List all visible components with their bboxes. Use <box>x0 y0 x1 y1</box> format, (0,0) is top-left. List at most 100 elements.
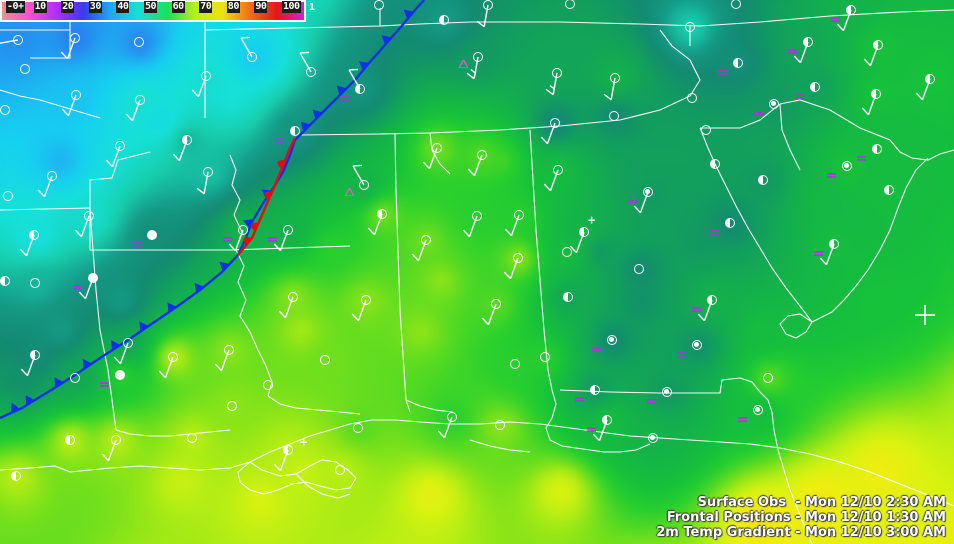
sky-cover-symbol <box>283 225 293 235</box>
sky-cover-symbol <box>753 405 763 415</box>
sky-cover-symbol <box>447 412 457 422</box>
wind-barb <box>101 439 117 462</box>
sky-cover-symbol <box>733 58 743 68</box>
sky-cover-symbol <box>562 247 572 257</box>
sky-cover-symbol <box>553 165 563 175</box>
fog-symbol <box>788 39 797 54</box>
sky-cover-symbol <box>123 338 133 348</box>
sky-cover-symbol <box>763 373 773 383</box>
warm-front-mississippi <box>237 137 297 256</box>
wind-barb <box>158 356 174 379</box>
sky-cover-symbol <box>872 144 882 154</box>
color-scale-ticks: -0+ 10 20 30 40 50 60 70 80 90 100 <box>0 0 306 22</box>
fog-symbol <box>340 86 349 101</box>
sky-cover-symbol <box>13 35 23 45</box>
sky-cover-symbol <box>472 211 482 221</box>
fog-symbol <box>738 407 747 422</box>
fog-symbol <box>795 84 804 99</box>
wind-barb <box>481 303 497 326</box>
fog-symbol <box>592 337 601 352</box>
fog-symbol <box>814 241 823 256</box>
wind-barb <box>37 175 53 198</box>
wind-barb <box>19 234 35 257</box>
sky-cover-symbol <box>552 68 562 78</box>
sky-cover-symbol <box>483 0 493 10</box>
wind-barb <box>476 4 489 28</box>
sky-cover-symbol <box>810 82 820 92</box>
wind-barb <box>196 171 209 195</box>
fog-symbol <box>268 227 277 242</box>
fog-symbol <box>73 275 82 290</box>
fog-symbol <box>692 297 701 312</box>
sky-cover-symbol <box>439 15 449 25</box>
sky-cover-symbol <box>71 90 81 100</box>
sky-cover-symbol <box>769 99 779 109</box>
sky-cover-symbol <box>288 292 298 302</box>
sky-cover-symbol <box>610 73 620 83</box>
legend-line-surface-obs: Surface Obs - Mon 12/10 2:30 AM <box>697 495 946 510</box>
sky-cover-symbol <box>335 465 345 475</box>
color-scale-tick-4: 40 <box>116 1 130 13</box>
color-scale-tick-3: 30 <box>88 1 102 13</box>
fog-symbol <box>628 189 637 204</box>
wind-barb <box>863 44 879 67</box>
fog-symbol <box>710 220 719 235</box>
wind-barb <box>214 349 230 372</box>
legend-line-temp-gradient: 2m Temp Gradient - Mon 12/10 3:00 AM <box>656 525 946 540</box>
fog-symbol <box>575 387 584 402</box>
sky-cover-symbol <box>609 111 619 121</box>
sky-cover-symbol <box>884 185 894 195</box>
wind-barb <box>819 243 835 266</box>
fog-symbol <box>132 232 141 247</box>
fog-symbol <box>831 7 840 22</box>
wind-barb <box>352 164 365 186</box>
fog-symbol <box>827 163 836 178</box>
sky-cover-symbol <box>0 105 10 115</box>
sky-cover-symbol <box>359 180 369 190</box>
sky-cover-symbol <box>84 211 94 221</box>
fog-symbol <box>587 417 596 432</box>
crosshair-cursor <box>915 305 935 325</box>
wind-barb <box>299 51 312 73</box>
wind-barb <box>462 215 478 238</box>
color-scale-tick-6: 60 <box>171 1 185 13</box>
sky-cover-symbol <box>135 95 145 105</box>
wind-barb <box>348 68 361 90</box>
wind-barb <box>273 449 289 472</box>
sky-cover-symbol <box>514 210 524 220</box>
legend-line-frontal-positions: Frontal Positions - Mon 12/10 1:30 AM <box>666 510 946 525</box>
wind-barb <box>191 75 207 98</box>
sky-cover-symbol <box>477 150 487 160</box>
sky-cover-symbol <box>201 71 211 81</box>
sky-cover-symbol <box>710 159 720 169</box>
wind-barb <box>503 257 519 280</box>
wind-barb <box>113 342 129 365</box>
sky-cover-symbol <box>550 118 560 128</box>
sky-cover-symbol <box>70 373 80 383</box>
wind-barb <box>273 229 289 252</box>
wind-barb <box>422 147 438 170</box>
fog-symbol <box>718 60 727 75</box>
wind-barb <box>278 296 294 319</box>
sky-cover-symbol <box>361 295 371 305</box>
color-scale-tick-5: 50 <box>144 1 158 13</box>
sky-cover-symbol <box>238 225 248 235</box>
sky-cover-symbol <box>11 471 21 481</box>
color-scale-tick-10: 100 <box>282 1 301 13</box>
wind-barb <box>603 77 616 101</box>
color-scale-tick-0: -0+ <box>6 1 25 13</box>
sky-cover-symbol <box>540 352 550 362</box>
sky-cover-symbol <box>513 253 523 263</box>
sky-cover-symbol <box>224 345 234 355</box>
wind-barb <box>78 277 94 300</box>
sky-cover-symbol <box>607 335 617 345</box>
wind-barb <box>105 145 121 168</box>
sky-cover-symbol <box>634 264 644 274</box>
color-scale-tick-7: 70 <box>199 1 213 13</box>
sky-cover-symbol <box>115 141 125 151</box>
city-marker-icon: + <box>588 213 596 227</box>
fog-symbol <box>677 342 686 357</box>
